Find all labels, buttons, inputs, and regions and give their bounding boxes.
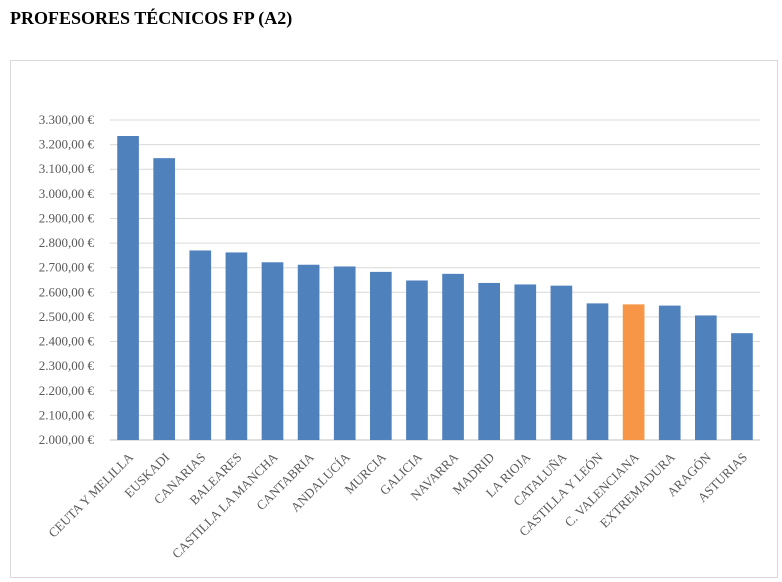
bar-c-valenciana — [622, 304, 645, 440]
y-axis-ticks: 2.000,00 € 2.100,00 € 2.200,00 € 2.300,00 €… — [39, 112, 95, 447]
y-tick-label: 3.200,00 € — [39, 137, 95, 152]
bar-cataluña — [550, 285, 573, 440]
bar-cantabria — [297, 264, 320, 440]
bar-castilla-y-león — [586, 303, 609, 440]
bar-baleares — [225, 252, 248, 440]
bar-navarra — [442, 273, 464, 440]
y-tick-label: 2.200,00 € — [39, 383, 95, 398]
page-title: PROFESORES TÉCNICOS FP (A2) — [10, 8, 293, 28]
bar-castilla-la-mancha — [261, 262, 284, 440]
y-tick-label: 2.100,00 € — [39, 407, 95, 422]
bar-andalucía — [333, 266, 356, 440]
y-tick-label: 2.600,00 € — [39, 284, 95, 299]
bar-la-rioja — [514, 284, 537, 440]
grid-lines — [110, 119, 760, 441]
bar-madrid — [478, 282, 500, 440]
y-tick-label: 3.300,00 € — [39, 112, 95, 127]
bar-galicia — [406, 280, 428, 440]
y-tick-label: 2.400,00 € — [39, 334, 95, 349]
bar-aragón — [695, 315, 717, 440]
bar-extremadura — [658, 305, 681, 440]
x-axis-labels: CEUTA Y MELILLAEUSKADICANARIASBALEARESCA… — [45, 449, 750, 561]
y-tick-label: 2.700,00 € — [39, 260, 95, 275]
y-tick-label: 3.100,00 € — [39, 161, 95, 176]
bar-ceuta-y-melilla — [117, 136, 139, 440]
bar-canarias — [189, 250, 212, 440]
y-tick-label: 2.500,00 € — [39, 309, 95, 324]
x-category-label: CEUTA Y MELILLA — [45, 449, 136, 540]
y-tick-label: 2.900,00 € — [39, 210, 95, 225]
y-tick-label: 2.300,00 € — [39, 358, 95, 373]
y-tick-label: 2.800,00 € — [39, 235, 95, 250]
bars — [117, 136, 753, 440]
bar-murcia — [370, 271, 392, 440]
y-tick-label: 2.000,00 € — [39, 432, 95, 447]
bar-euskadi — [153, 158, 175, 440]
y-tick-label: 3.000,00 € — [39, 186, 95, 201]
bar-asturias — [731, 333, 753, 440]
